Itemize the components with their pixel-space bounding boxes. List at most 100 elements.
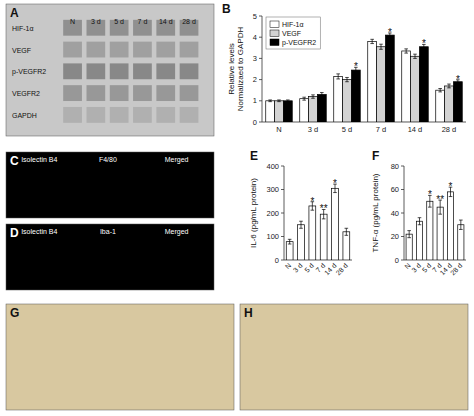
x-tick-label: 14 d	[408, 125, 423, 134]
error-line	[460, 220, 461, 229]
error-cap	[418, 224, 422, 225]
legend-frame	[266, 17, 320, 49]
y-tick	[281, 189, 284, 190]
error-cap	[336, 78, 340, 79]
bar	[266, 101, 275, 122]
x-tick-label: N	[276, 125, 281, 134]
error-cap	[379, 44, 383, 45]
x-axis	[404, 260, 466, 261]
y-tick	[259, 122, 262, 123]
y-axis	[284, 166, 285, 260]
significance: *	[422, 38, 426, 49]
error-line	[289, 239, 290, 244]
gel-band	[180, 85, 199, 101]
gel-band	[156, 85, 175, 101]
y-axis-label: Normalizaed to GAPDH	[236, 27, 245, 112]
y-tick-label: 3	[253, 54, 257, 63]
y-tick-label: 0	[275, 256, 279, 265]
error-bar	[407, 231, 411, 238]
x-tick-label: 5 d	[342, 125, 352, 134]
bar	[436, 90, 445, 122]
gel-band	[86, 107, 105, 123]
error-cap	[379, 49, 383, 50]
bar	[411, 56, 420, 122]
y-tick-label: 100	[266, 232, 279, 241]
y-tick-label: 60	[391, 185, 399, 194]
y-tick	[259, 100, 262, 101]
y-tick-label: 400	[266, 162, 279, 171]
y-tick-label: 40	[391, 209, 399, 218]
image-panel: DIsolectin B4Iba-1Merged	[6, 224, 214, 290]
error-bar	[438, 89, 442, 92]
panel-label: Merged	[165, 156, 189, 164]
y-tick-label: 2	[253, 75, 257, 84]
error-cap	[302, 100, 306, 101]
y-tick	[259, 16, 262, 17]
image-panel: AN3 d5 d7 d14 d28 dHIF-1αVEGFp-VEGFR2VEG…	[6, 4, 214, 136]
error-bar	[379, 44, 383, 49]
row-label: VEGF	[12, 47, 31, 54]
error-cap	[268, 101, 272, 102]
y-tick-label: 0	[395, 256, 399, 265]
bar	[427, 201, 433, 260]
bar	[298, 225, 305, 260]
gel-band	[133, 85, 152, 101]
gel-band	[180, 63, 199, 79]
panel-background	[6, 152, 214, 218]
y-tick	[401, 213, 404, 214]
y-tick	[401, 166, 404, 167]
error-bar	[404, 49, 408, 53]
x-tick-label: 5 d	[303, 262, 315, 274]
x-tick-label: 28 d	[442, 125, 457, 134]
error-cap	[311, 94, 315, 95]
error-bar	[459, 220, 463, 229]
panel-label: Isolectin B4	[21, 228, 57, 235]
lane-label: 28 d	[182, 18, 196, 25]
error-cap	[404, 53, 408, 54]
bar	[283, 101, 292, 122]
x-axis	[284, 260, 352, 261]
x-tick-label: 3 d	[292, 262, 304, 274]
gel-band	[110, 107, 129, 123]
panel-letter: H	[244, 306, 253, 320]
error-line	[381, 44, 382, 49]
bar	[343, 232, 350, 260]
gel-band	[133, 107, 152, 123]
error-cap	[459, 220, 463, 221]
image-panel: CIsolectin B4F4/80Merged	[6, 152, 214, 218]
significance: *	[388, 27, 392, 38]
error-bar	[268, 100, 272, 102]
gel-band	[63, 85, 82, 101]
error-cap	[345, 235, 349, 236]
bar	[343, 80, 352, 122]
error-cap	[438, 91, 442, 92]
error-bar	[345, 77, 349, 81]
bar	[447, 192, 453, 260]
gel-band	[156, 107, 175, 123]
lane-label: 5 d	[114, 18, 124, 25]
y-axis	[404, 166, 405, 260]
gel-band	[86, 42, 105, 58]
error-cap	[322, 218, 326, 219]
error-cap	[370, 43, 374, 44]
lane-label: 7 d	[138, 18, 148, 25]
error-cap	[277, 101, 281, 102]
gel-band	[63, 63, 82, 79]
x-tick-label: 28 d	[334, 262, 349, 277]
error-line	[409, 231, 410, 238]
error-cap	[286, 99, 290, 100]
panel-letter: F	[372, 149, 379, 163]
y-tick-label: 300	[266, 185, 279, 194]
panel-letter: C	[10, 154, 19, 168]
error-bar	[288, 239, 292, 244]
y-tick	[259, 79, 262, 80]
y-tick	[281, 236, 284, 237]
panel-label: Iba-1	[100, 228, 116, 235]
y-tick	[401, 236, 404, 237]
lane-label: 14 d	[159, 18, 173, 25]
gel-band	[133, 63, 152, 79]
bar	[453, 82, 462, 122]
error-cap	[459, 229, 463, 230]
error-cap	[418, 217, 422, 218]
error-line	[313, 95, 314, 98]
